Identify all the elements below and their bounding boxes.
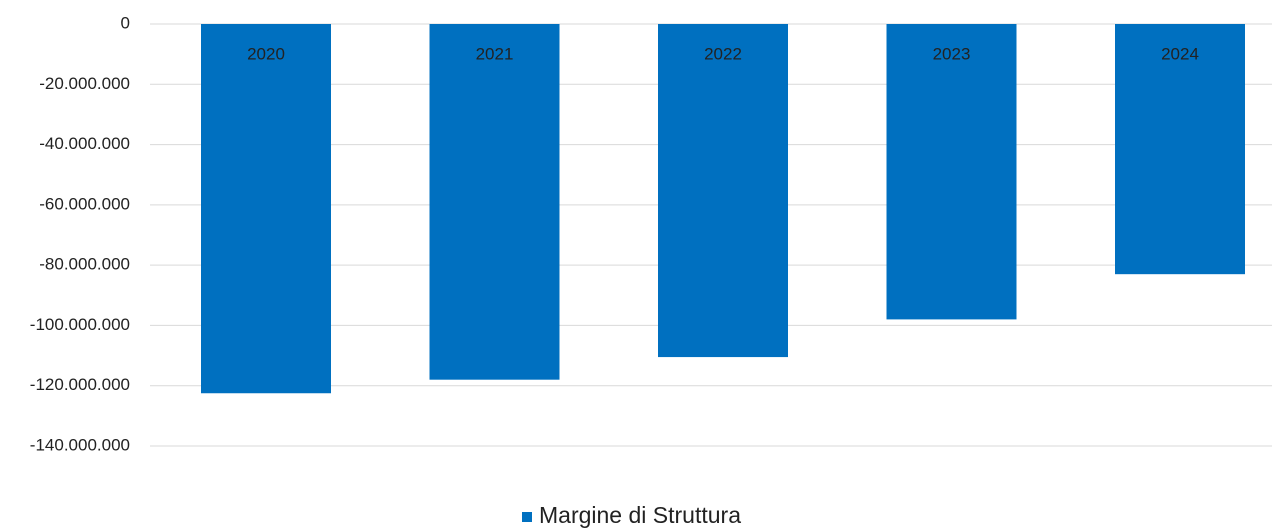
y-tick-label: -120.000.000 (30, 375, 130, 394)
y-tick-label: -140.000.000 (30, 435, 130, 454)
y-tick-label: -20.000.000 (39, 74, 130, 93)
x-tick-label: 2023 (933, 44, 971, 63)
bar (1115, 24, 1245, 275)
legend-swatch (522, 512, 532, 522)
y-tick-label: 0 (121, 13, 130, 32)
bar (658, 24, 788, 358)
x-tick-label: 2024 (1161, 44, 1199, 63)
y-tick-label: -40.000.000 (39, 134, 130, 153)
legend-label: Margine di Struttura (539, 502, 741, 528)
x-tick-label: 2022 (704, 44, 742, 63)
x-tick-label: 2021 (476, 44, 514, 63)
x-tick-label: 2020 (247, 44, 285, 63)
bar (429, 24, 560, 380)
bar (886, 24, 1017, 320)
y-tick-label: -60.000.000 (39, 194, 130, 213)
bar (201, 24, 331, 394)
y-tick-label: -80.000.000 (39, 255, 130, 274)
y-tick-label: -100.000.000 (30, 315, 130, 334)
